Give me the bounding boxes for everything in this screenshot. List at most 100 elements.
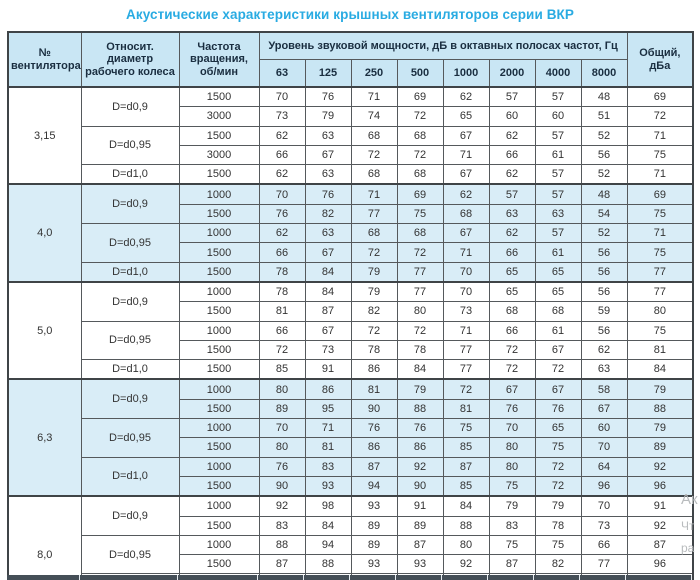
spl-value-cell: 67 <box>442 164 490 185</box>
spl-value-cell: 82 <box>350 301 398 322</box>
spl-value-cell: 57 <box>488 86 536 108</box>
total-cell: 96 <box>626 554 694 575</box>
spl-value-cell: 48 <box>580 86 628 108</box>
spl-value-cell: 63 <box>304 125 352 146</box>
cutoff-cell <box>80 575 178 580</box>
cutoff-cell <box>534 575 580 580</box>
spl-value-cell: 76 <box>534 398 582 420</box>
spl-value-cell: 90 <box>258 475 306 497</box>
spl-value-cell: 72 <box>396 144 444 166</box>
spl-value-cell: 70 <box>442 261 490 283</box>
spl-value-cell: 60 <box>580 418 628 439</box>
spl-value-cell: 79 <box>350 261 398 283</box>
total-cell: 79 <box>626 378 694 400</box>
spl-value-cell: 89 <box>350 515 398 536</box>
total-cell: 75 <box>626 320 694 341</box>
table-row: D=d0,95 1000 62 63 68 68 67 62 57 52 71 <box>8 223 694 263</box>
total-cell: 89 <box>626 437 694 458</box>
total-cell: 77 <box>626 261 694 283</box>
spl-value-cell: 94 <box>350 475 398 497</box>
spl-value-cell: 66 <box>258 320 306 341</box>
spl-value-cell: 91 <box>396 495 444 517</box>
spl-value-cell: 64 <box>580 456 628 477</box>
rpm-cell: 1500 <box>178 125 260 146</box>
spl-value-cell: 72 <box>258 339 306 361</box>
total-cell: 72 <box>626 106 694 127</box>
cutoff-cell <box>488 575 534 580</box>
diameter-cell: D=d0,9 <box>80 378 180 420</box>
total-cell: 71 <box>626 164 694 185</box>
spl-value-cell: 88 <box>304 554 352 575</box>
spl-value-cell: 65 <box>488 280 536 303</box>
rpm-cell: 1000 <box>178 320 260 341</box>
col-header-frequency: 8000 <box>580 59 628 88</box>
col-header-frequency: 2000 <box>488 59 536 88</box>
spl-value-cell: 60 <box>488 106 536 127</box>
acoustic-characteristics-table: № вентилятора Относит. диаметр рабочего к… <box>7 31 695 580</box>
total-cell: 75 <box>626 242 694 263</box>
spl-value-cell: 51 <box>580 106 628 127</box>
spl-value-cell: 78 <box>258 261 306 283</box>
spl-value-cell: 72 <box>488 359 536 380</box>
cutoff-cell <box>626 575 692 580</box>
rpm-cell: 1500 <box>178 475 260 497</box>
spl-value-cell: 68 <box>442 203 490 225</box>
spl-value-cell: 87 <box>258 554 306 575</box>
spl-value-cell: 61 <box>534 144 582 166</box>
rpm-cell: 1500 <box>178 437 260 458</box>
spl-value-cell: 84 <box>396 359 444 380</box>
spl-value-cell: 62 <box>258 164 306 185</box>
cutoff-cell <box>580 575 626 580</box>
spl-value-cell: 87 <box>304 301 352 322</box>
spl-value-cell: 89 <box>258 398 306 420</box>
spl-value-cell: 82 <box>304 203 352 225</box>
spl-value-cell: 71 <box>350 86 398 108</box>
spl-value-cell: 73 <box>258 106 306 127</box>
spl-value-cell: 70 <box>580 437 628 458</box>
table-row: D=d0,95 1000 88 94 89 87 80 75 75 66 87 <box>8 534 694 575</box>
spl-value-cell: 63 <box>304 223 352 244</box>
col-header-total: Общий, дБа <box>626 31 694 88</box>
spl-value-cell: 66 <box>580 534 628 556</box>
fan-size-cell: 5,0 <box>7 280 82 380</box>
diameter-cell: D=d0,95 <box>80 534 180 575</box>
diameter-cell: D=d0,9 <box>80 280 180 322</box>
spl-value-cell: 88 <box>442 515 490 536</box>
spl-value-cell: 72 <box>534 456 582 477</box>
spl-value-cell: 80 <box>442 534 490 556</box>
spl-value-cell: 62 <box>488 223 536 244</box>
spl-value-cell: 70 <box>258 418 306 439</box>
spl-value-cell: 76 <box>304 183 352 205</box>
spl-value-cell: 68 <box>350 164 398 185</box>
spl-value-cell: 79 <box>304 106 352 127</box>
spl-value-cell: 94 <box>304 534 352 556</box>
spl-value-cell: 73 <box>580 515 628 536</box>
spl-value-cell: 93 <box>396 554 444 575</box>
spl-value-cell: 79 <box>488 495 536 517</box>
page-title: Акустические характеристики крышных вент… <box>125 7 574 22</box>
rpm-cell: 1500 <box>178 203 260 225</box>
spl-value-cell: 88 <box>258 534 306 556</box>
spl-value-cell: 57 <box>534 164 582 185</box>
fan-size-cell: 3,15 <box>7 85 82 185</box>
spl-value-cell: 85 <box>258 359 306 380</box>
spl-value-cell: 54 <box>580 203 628 225</box>
rpm-cell: 1500 <box>178 86 260 108</box>
spl-value-cell: 56 <box>580 280 628 303</box>
spl-value-cell: 72 <box>350 320 398 341</box>
table-row: 1500 89 95 90 88 81 76 76 67 88 <box>8 398 694 420</box>
spl-value-cell: 60 <box>534 106 582 127</box>
spl-value-cell: 68 <box>350 223 398 244</box>
spl-value-cell: 96 <box>580 475 628 497</box>
spl-value-cell: 72 <box>488 339 536 361</box>
spl-value-cell: 80 <box>258 437 306 458</box>
rpm-cell: 1500 <box>178 339 260 361</box>
spl-value-cell: 72 <box>350 144 398 166</box>
spl-value-cell: 87 <box>442 456 490 477</box>
spl-value-cell: 80 <box>488 456 536 477</box>
spl-value-cell: 70 <box>488 418 536 439</box>
spl-value-cell: 72 <box>396 242 444 263</box>
spl-value-cell: 75 <box>488 475 536 497</box>
spl-value-cell: 67 <box>442 223 490 244</box>
